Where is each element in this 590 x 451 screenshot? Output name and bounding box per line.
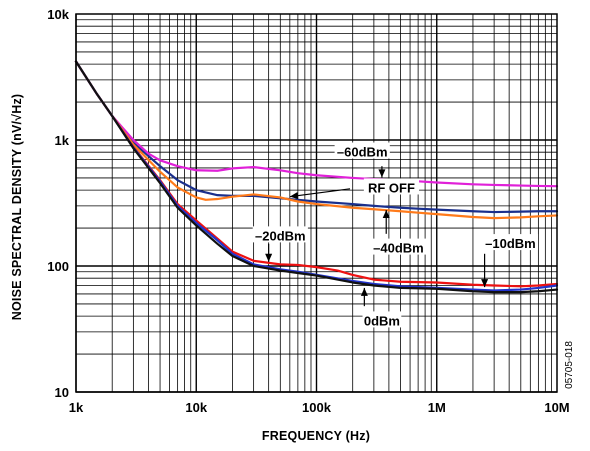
annotation-arrowhead <box>382 210 390 219</box>
annotation-label-bg <box>334 142 390 159</box>
x-tick-label: 10M <box>544 400 569 415</box>
annotation-label-bg <box>362 311 402 328</box>
series-line-rf-off <box>74 60 559 214</box>
annotation-arrowhead <box>378 169 386 178</box>
plot-frame <box>75 13 558 393</box>
annotation-arrow-line <box>289 188 351 198</box>
series-line-0dbm <box>74 60 559 294</box>
annotation-label: –40dBm <box>373 241 424 256</box>
figure-id: 05705-018 <box>564 341 575 389</box>
chart-grid <box>75 14 557 393</box>
annotation-arrowhead <box>289 192 299 200</box>
x-axis-label: FREQUENCY (Hz) <box>262 429 370 443</box>
annotation-label-bg <box>363 178 420 195</box>
annotation-label: –20dBm <box>255 228 306 243</box>
y-tick-label: 10k <box>47 7 69 22</box>
annotation-label-bg <box>252 226 308 243</box>
y-tick-label: 100 <box>47 259 69 274</box>
y-tick-label: 10 <box>55 385 69 400</box>
annotation-arrowhead <box>360 287 368 296</box>
chart-series <box>74 60 559 294</box>
x-tick-label: 100k <box>302 400 332 415</box>
series-line-60dbm <box>74 60 559 188</box>
annotation-label: 0dBm <box>364 313 400 328</box>
annotation-label-bg <box>482 234 539 251</box>
x-tick-label: 1M <box>428 400 446 415</box>
annotation-label: –60dBm <box>337 145 388 160</box>
annotation-label-bg <box>370 238 427 255</box>
annotation-label: RF OFF <box>368 180 415 195</box>
y-tick-label: 1k <box>55 133 70 148</box>
annotation-arrowhead <box>265 253 273 262</box>
x-tick-label: 10k <box>185 400 207 415</box>
x-tick-label: 1k <box>69 400 84 415</box>
annotations: –60dBm RF OFF –20dBm –40dBm –10dBm 0dBm <box>252 142 539 328</box>
tick-labels: 1k 10k 100k 1M 10M 10 100 1k 10k <box>47 7 569 415</box>
y-axis-label: NOISE SPECTRAL DENSITY (nV/√Hz) <box>10 94 24 321</box>
annotation-label: –10dBm <box>485 236 536 251</box>
annotation-arrowhead <box>481 279 489 288</box>
series-line-40dbm <box>74 60 559 220</box>
